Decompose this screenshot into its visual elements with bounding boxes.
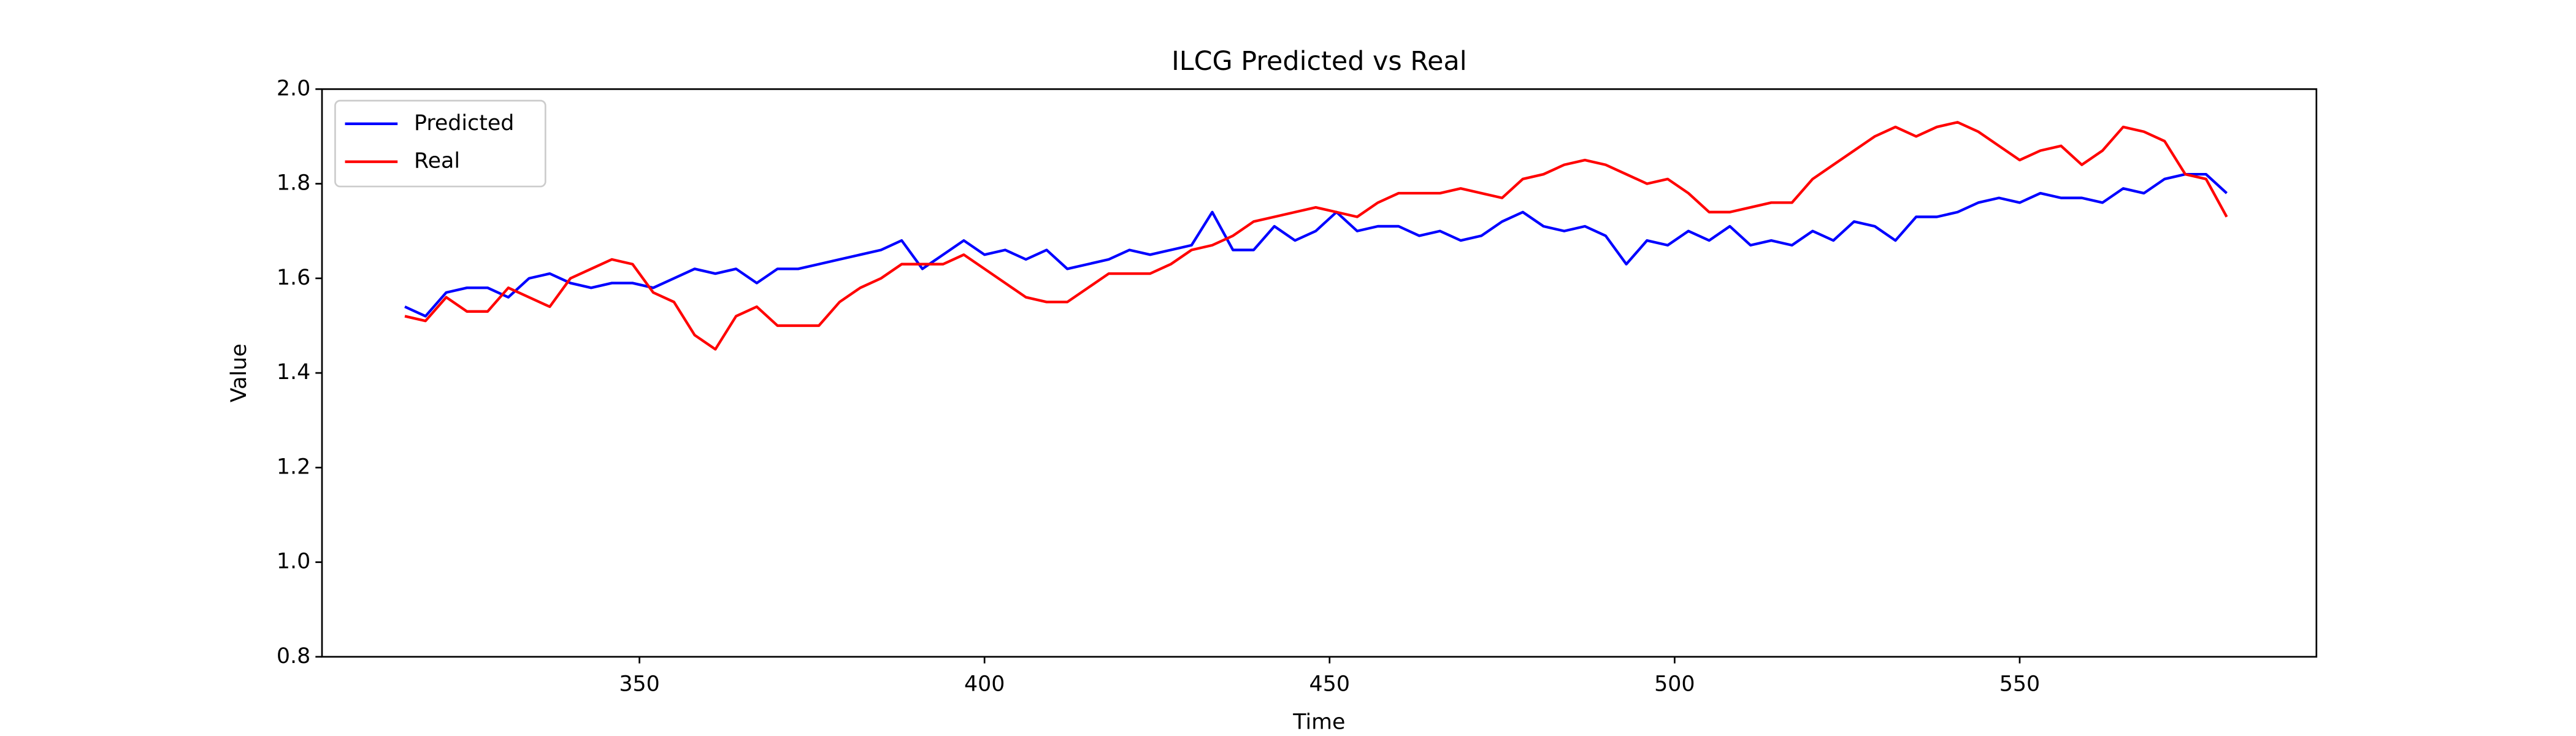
y-tick-label: 1.6 — [277, 266, 310, 290]
chart-title: ILCG Predicted vs Real — [1171, 46, 1467, 77]
x-tick-label: 500 — [1654, 672, 1695, 697]
y-tick-label: 2.0 — [277, 76, 310, 101]
y-tick-label: 0.8 — [277, 644, 310, 669]
x-tick-label: 450 — [1309, 672, 1350, 697]
series-line — [404, 172, 2228, 318]
y-tick-label: 1.8 — [277, 171, 310, 196]
plot-frame — [321, 88, 2318, 658]
series-line — [404, 121, 2228, 351]
legend-label: Predicted — [414, 111, 514, 136]
x-axis-label: Time — [1292, 710, 1345, 734]
x-tick-label: 550 — [1999, 672, 2040, 697]
y-tick-label: 1.2 — [277, 454, 310, 479]
y-tick-label: 1.0 — [277, 550, 310, 574]
y-tick-label: 1.4 — [277, 360, 310, 385]
legend-label: Real — [414, 149, 460, 174]
x-tick-label: 400 — [964, 672, 1005, 697]
legend-box — [334, 99, 546, 188]
x-tick-label: 350 — [619, 672, 659, 697]
y-axis-label: Value — [227, 343, 251, 402]
